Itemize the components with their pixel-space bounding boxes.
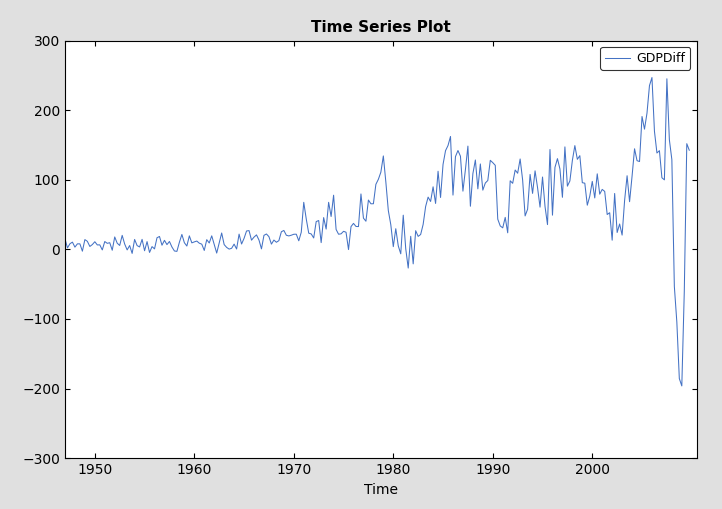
GDPDiff [73, 241, 82, 247]
GDPDiff [61, 236, 69, 242]
GDPDiff [672, 319, 681, 325]
GDPDiff [458, 188, 467, 194]
GDPDiff [677, 383, 686, 389]
Title: Time Series Plot: Time Series Plot [311, 20, 451, 36]
Line: GDPDiff: GDPDiff [65, 77, 690, 386]
GDPDiff [685, 147, 694, 153]
GDPDiff [498, 225, 507, 231]
GDPDiff [648, 74, 656, 80]
GDPDiff [247, 237, 256, 243]
X-axis label: Time: Time [364, 483, 398, 496]
Legend: GDPDiff: GDPDiff [600, 47, 690, 70]
GDPDiff [556, 166, 565, 172]
